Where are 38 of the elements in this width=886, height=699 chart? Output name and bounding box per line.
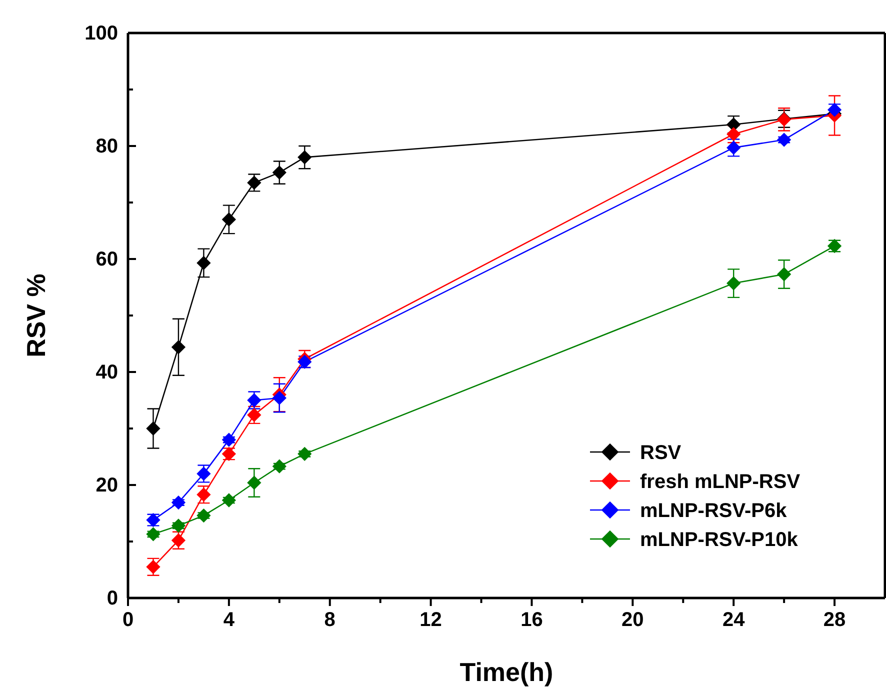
point: [171, 340, 186, 354]
y-tick-label: 100: [84, 22, 118, 44]
x-axis-title: Time(h): [460, 657, 554, 687]
point: [222, 493, 236, 508]
legend-label: mLNP-RSV-P6k: [640, 500, 788, 522]
x-tick-label: 0: [122, 609, 134, 632]
point: [298, 150, 312, 164]
point: [776, 267, 792, 282]
point: [298, 446, 312, 461]
legend-label: fresh mLNP-RSV: [640, 471, 801, 493]
point: [272, 390, 286, 406]
x-tick-label: 20: [622, 609, 644, 632]
point: [776, 132, 792, 147]
legend-label: RSV: [640, 442, 682, 464]
point: [146, 421, 160, 436]
point: [272, 165, 286, 180]
point: [272, 459, 286, 474]
x-tick-label: 4: [223, 609, 236, 632]
x-tick-label: 12: [420, 609, 442, 632]
point: [196, 256, 211, 270]
y-tick-label: 20: [96, 474, 118, 496]
y-tick-label: 80: [96, 135, 118, 158]
point: [222, 432, 236, 447]
point: [171, 495, 186, 510]
point: [222, 212, 236, 227]
x-tick-label: 16: [520, 609, 543, 632]
point: [171, 518, 186, 533]
x-tick-label: 8: [324, 609, 336, 632]
x-tick-label: 24: [722, 609, 746, 632]
legend-label: mLNP-RSV-P10k: [640, 529, 799, 551]
point: [247, 476, 262, 490]
y-tick-label: 40: [96, 361, 118, 384]
y-tick-label: 0: [106, 587, 118, 610]
point: [196, 508, 211, 523]
x-tick-label: 28: [823, 609, 846, 632]
y-tick-label: 60: [96, 248, 118, 270]
point: [726, 276, 741, 290]
y-axis-title: RSV %: [21, 274, 51, 358]
